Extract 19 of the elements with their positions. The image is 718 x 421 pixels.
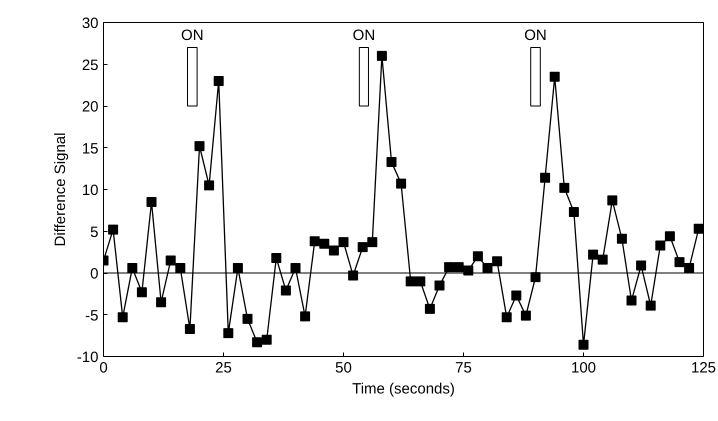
y-tick-label: 15 [82,140,99,158]
y-tick-label: 30 [82,15,99,32]
y-tick-label: 25 [82,56,99,74]
x-tick-label: 50 [335,360,352,376]
y-tick-label: 20 [82,98,99,116]
y-tick-label: 0 [90,266,98,282]
y-tick-label: -10 [76,349,99,366]
x-axis-title: Time (seconds) [352,380,455,398]
y-tick-label: -5 [85,307,99,324]
y-axis-title: Difference Signal [52,132,69,246]
y-tick-label: 10 [82,182,99,199]
y-tick-label: 5 [90,224,98,241]
x-tick-label: 75 [455,360,472,376]
band-label: ON [181,27,204,44]
band-label: ON [352,27,376,44]
x-tick-label: 125 [690,360,716,376]
x-tick-label: 25 [215,360,232,376]
x-tick-label: 100 [570,360,596,376]
band-label: ON [524,27,547,44]
